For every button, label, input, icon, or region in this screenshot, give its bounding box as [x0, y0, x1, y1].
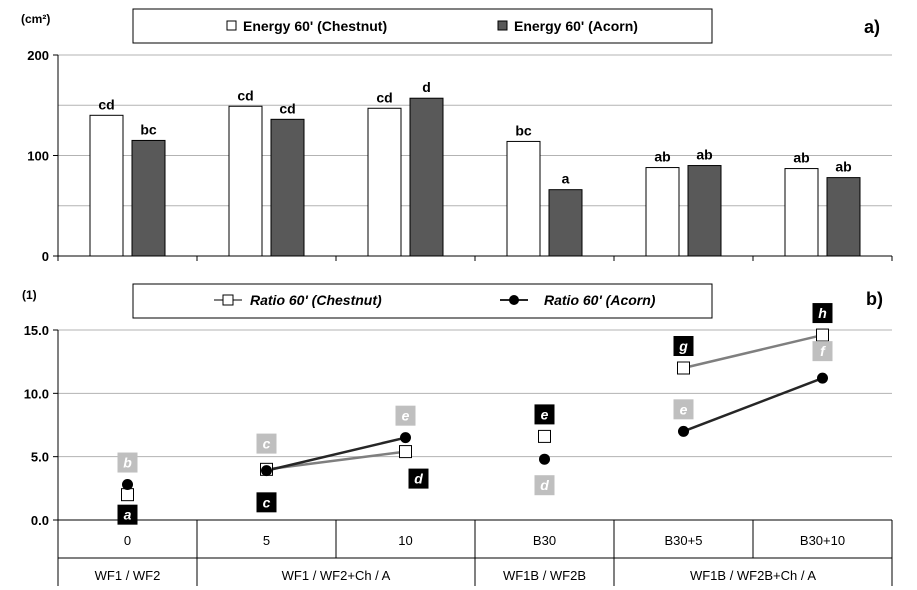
group-label: WF1B / WF2B+Ch / A	[690, 568, 816, 583]
group-label: WF1B / WF2B	[503, 568, 586, 583]
category-label: 5	[263, 533, 270, 548]
y-tick-label: 5.0	[31, 450, 49, 465]
letter-tag-label: d	[414, 471, 423, 487]
bar-data-label: bc	[140, 121, 157, 137]
bar	[89, 114, 124, 257]
panel-b-label: b)	[866, 289, 883, 309]
bar-data-label: cd	[376, 89, 392, 105]
panel-a-axes: 0 100 200	[27, 48, 893, 264]
chestnut-point	[816, 328, 829, 342]
group-label: WF1 / WF2	[95, 568, 161, 583]
ratio-line-chart: Ratio 60' (Chestnut) Ratio 60' (Acorn) b…	[22, 283, 893, 586]
bar	[409, 97, 444, 257]
letter-tag-bg	[256, 492, 277, 513]
category-label: 0	[124, 533, 131, 548]
panel-a-unit: (cm²)	[21, 12, 50, 26]
letter-tag-bg	[534, 475, 555, 496]
y-tick-label: 10.0	[24, 386, 49, 401]
letter-tag-bg	[812, 303, 833, 324]
letter-tag-label: a	[124, 507, 132, 523]
group-label: WF1 / WF2+Ch / A	[282, 568, 391, 583]
legend-b-acorn-label: Ratio 60' (Acorn)	[544, 292, 656, 308]
bar	[228, 105, 263, 257]
letter-tag-bg	[673, 336, 694, 356]
bar	[687, 165, 722, 257]
letter-tag-bg	[256, 433, 277, 454]
y-tick-label: 0	[42, 249, 49, 264]
bar-data-label: cd	[279, 100, 295, 116]
letter-tag-bg	[408, 468, 429, 489]
legend-a-chestnut-label: Energy 60' (Chestnut)	[243, 18, 387, 34]
chestnut-point	[677, 361, 690, 375]
panel-a-grid	[58, 54, 892, 207]
category-label: 10	[398, 533, 412, 548]
series-line	[683, 376, 823, 433]
energy-bar-chart: Energy 60' (Chestnut) Energy 60' (Acorn)…	[21, 8, 893, 264]
legend-a-acorn-swatch	[497, 20, 508, 31]
letter-tag-bg	[395, 405, 416, 426]
letter-tag-bg	[812, 341, 833, 362]
letter-tag-label: c	[263, 436, 271, 452]
legend-a-acorn-label: Energy 60' (Acorn)	[514, 18, 638, 34]
legend-a-chestnut-swatch	[226, 20, 237, 31]
legend-b-chestnut-label: Ratio 60' (Chestnut)	[250, 292, 382, 308]
bar-data-label: d	[422, 79, 431, 95]
bar	[784, 168, 819, 257]
panel-b-lines: a c d e g h b c e d e f	[117, 303, 833, 525]
y-tick-label: 0.0	[31, 513, 49, 528]
category-label: B30+10	[800, 533, 845, 548]
category-label: B30+5	[665, 533, 703, 548]
bar-data-label: cd	[237, 87, 253, 103]
bar	[548, 189, 583, 257]
chestnut-point	[399, 445, 412, 459]
panel-a-label: a)	[864, 17, 880, 37]
y-tick-label: 100	[27, 149, 49, 164]
bar	[367, 107, 402, 257]
letter-tag-label: e	[402, 408, 410, 424]
bar-data-label: ab	[654, 149, 670, 165]
letter-tag-label: d	[540, 477, 549, 493]
panel-b-axes: 0.0 5.0 10.0 15.0	[24, 323, 892, 528]
bar-data-label: a	[562, 171, 570, 187]
acorn-point	[122, 479, 133, 491]
letter-tag-bg	[673, 399, 694, 420]
letter-tag-label: e	[541, 406, 549, 422]
letter-tag-label: b	[123, 455, 132, 471]
legend-b-chestnut-marker	[222, 294, 234, 306]
bar-data-label: bc	[515, 122, 532, 138]
chestnut-point	[121, 488, 134, 502]
y-tick-label: 200	[27, 48, 49, 63]
bar-data-label: ab	[793, 150, 809, 166]
bar-data-label: cd	[98, 96, 114, 112]
bar	[270, 118, 305, 257]
bar	[131, 139, 166, 257]
letter-tag-label: g	[678, 338, 688, 354]
acorn-point	[400, 432, 411, 444]
bar-data-label: ab	[835, 159, 851, 175]
category-label: B30	[533, 533, 556, 548]
bar	[506, 140, 541, 257]
letter-tag-bg	[534, 404, 555, 425]
panel-b-grid	[58, 329, 892, 458]
bar	[826, 177, 861, 257]
bar	[645, 167, 680, 257]
panel-b-unit: (1)	[22, 288, 37, 302]
y-tick-label: 15.0	[24, 323, 49, 338]
letter-tag-label: e	[680, 401, 688, 417]
acorn-point	[539, 453, 550, 465]
acorn-point	[261, 465, 272, 477]
letter-tag-label: h	[818, 305, 827, 321]
letter-tag-label: f	[820, 343, 826, 359]
legend-b-acorn-marker	[509, 295, 519, 305]
letter-tag-label: c	[263, 494, 271, 510]
letter-tag-bg	[117, 452, 138, 473]
category-table: 0 5 10 B30 B30+5 B30+10 WF1 / WF2 WF1 / WF2+Ch …	[57, 520, 893, 586]
chestnut-point	[538, 429, 551, 443]
series-line	[266, 436, 406, 472]
acorn-point	[678, 425, 689, 437]
acorn-point	[817, 372, 828, 384]
bar-data-label: ab	[696, 147, 712, 163]
series-line	[683, 333, 823, 370]
